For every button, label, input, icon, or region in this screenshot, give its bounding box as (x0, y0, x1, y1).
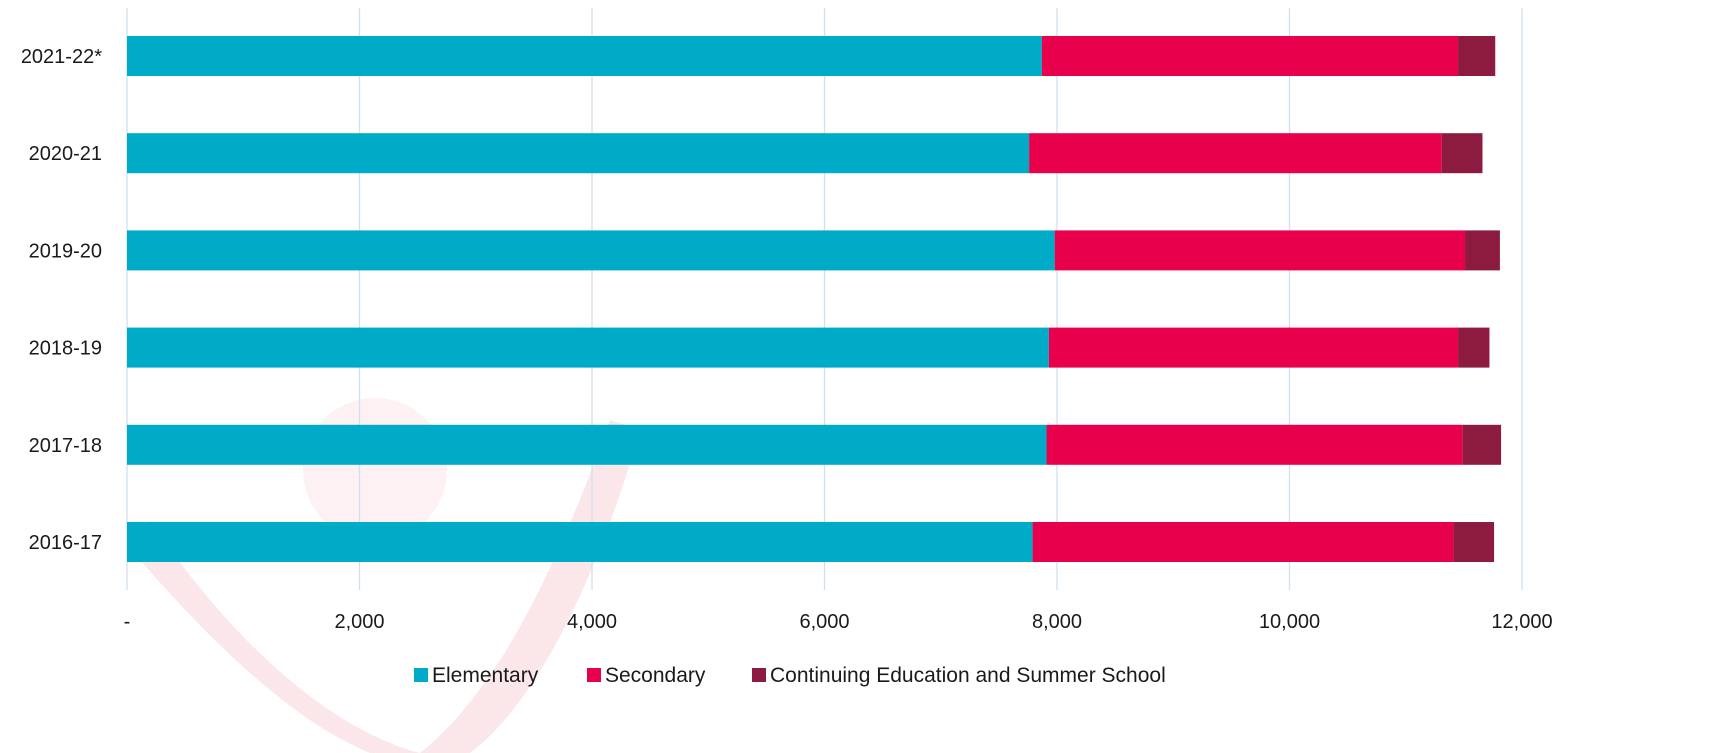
x-tick-label: 6,000 (799, 611, 849, 633)
x-tick-label: 2,000 (334, 611, 384, 633)
bar-continuing-education-and-summer-school-2017-18 (1462, 424, 1502, 465)
bar-secondary-2017-18 (1046, 424, 1463, 465)
bar-elementary-2017-18 (127, 424, 1047, 465)
bar-secondary-2016-17 (1032, 522, 1454, 562)
legend-label: Elementary (432, 664, 539, 687)
bar-continuing-education-and-summer-school-2016-17 (1453, 522, 1495, 562)
legend: Elementary Secondary Continuing Education … (414, 664, 1166, 687)
gridlines (126, 8, 1523, 590)
x-tick-label: 10,000 (1259, 611, 1320, 633)
category-label: 2019-20 (29, 240, 102, 262)
bar-secondary-2018-19 (1048, 327, 1459, 368)
bar-continuing-education-and-summer-school-2020-21 (1441, 133, 1483, 174)
legend-swatch-0 (414, 668, 428, 682)
legend-label: Secondary (605, 664, 706, 687)
category-label: 2021-22* (21, 46, 102, 68)
bar-elementary-2021-22- (127, 36, 1042, 76)
category-labels: 2021-22* 2020-21 2019-20 2018-19 2017-18 2016… (21, 46, 102, 554)
bars (127, 36, 1502, 562)
bar-secondary-2021-22- (1041, 36, 1459, 76)
bar-elementary-2020-21 (127, 133, 1030, 174)
bar-elementary-2019-20 (127, 230, 1055, 271)
x-tick-label: 8,000 (1032, 611, 1082, 633)
x-tick-label: 4,000 (567, 611, 617, 633)
bar-elementary-2016-17 (127, 522, 1033, 562)
bar-secondary-2019-20 (1054, 230, 1466, 271)
bar-continuing-education-and-summer-school-2021-22- (1458, 36, 1496, 76)
x-tick-label: 12,000 (1491, 611, 1552, 633)
bar-continuing-education-and-summer-school-2018-19 (1458, 327, 1490, 368)
category-label: 2016-17 (29, 532, 102, 554)
watermark-circle (303, 398, 447, 542)
watermark-swoosh-right (420, 420, 640, 753)
bar-secondary-2020-21 (1029, 133, 1442, 174)
legend-swatch-1 (587, 668, 601, 682)
legend-swatch-2 (752, 668, 766, 682)
category-label: 2020-21 (29, 143, 102, 165)
bar-elementary-2018-19 (127, 327, 1049, 368)
legend-label: Continuing Education and Summer School (770, 664, 1166, 687)
category-label: 2018-19 (29, 338, 102, 360)
x-axis-tick-labels: - 2,000 4,000 6,000 8,000 10,000 12,000 (124, 611, 1553, 633)
x-tick-label: - (124, 611, 131, 633)
category-label: 2017-18 (29, 435, 102, 457)
bar-continuing-education-and-summer-school-2019-20 (1465, 230, 1500, 271)
